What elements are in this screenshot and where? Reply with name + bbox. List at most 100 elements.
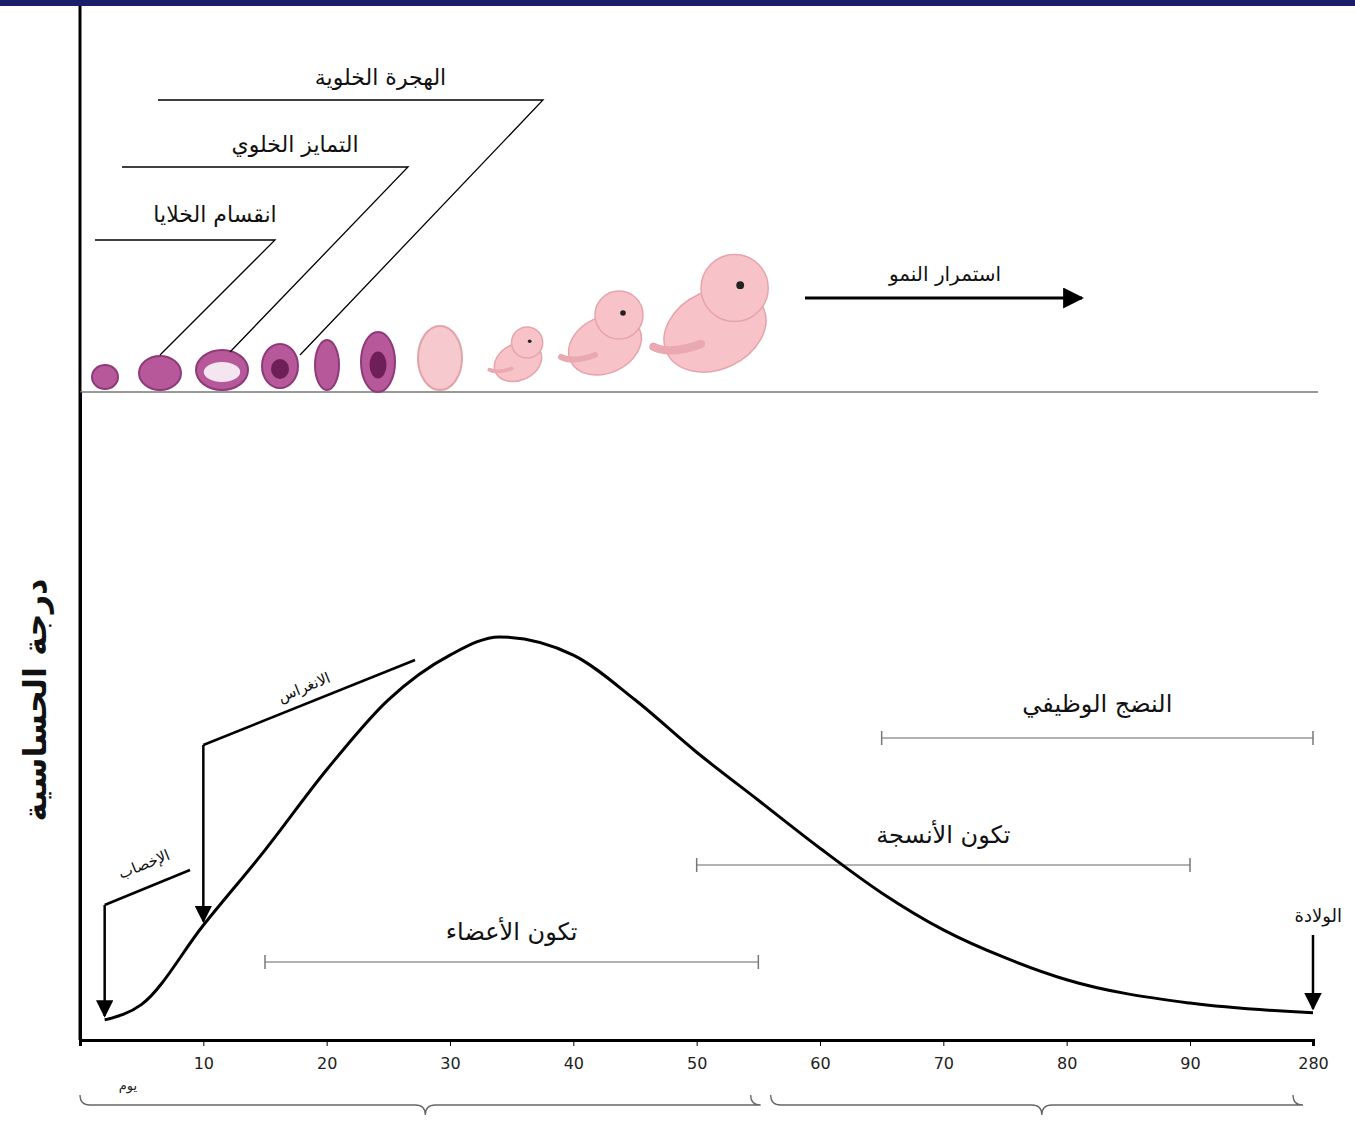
embryo-eye (620, 310, 626, 316)
period: النضج الوظيفي (882, 690, 1313, 745)
early-embryo (361, 332, 395, 392)
annotation-arrow (202, 745, 205, 921)
sensitivity-curve (105, 637, 1313, 1020)
embryo-illustrations (92, 254, 780, 392)
annotation-leader (203, 660, 415, 745)
annotation-leader (105, 870, 190, 905)
x-tick: 20 (317, 1040, 337, 1073)
embryo-head (595, 291, 643, 339)
x-tick-label: 280 (1298, 1054, 1329, 1073)
x-tick: 10 (194, 1040, 214, 1073)
embryo-limb (653, 344, 701, 350)
growth-label: استمرار النمو (888, 262, 1001, 286)
annotation-label: الإخصاب (116, 846, 173, 883)
embryo-eye (736, 281, 744, 289)
period-bar (265, 961, 758, 962)
early-embryo-cavity (204, 362, 240, 382)
top-band (0, 0, 1355, 6)
x-tick-mark (573, 1040, 574, 1046)
period: تكون الأنسجة (697, 820, 1190, 872)
x-tick-label: 60 (810, 1054, 830, 1073)
x-tick-label: 50 (687, 1054, 707, 1073)
annotation-arrow (103, 905, 106, 1016)
x-tick-label: 90 (1180, 1054, 1200, 1073)
y-axis (80, 393, 81, 1041)
early-embryo (262, 344, 298, 388)
plot-area (105, 637, 1313, 1020)
stage-leader (95, 240, 275, 355)
embryo-eye (528, 339, 532, 343)
chart-svg: 10 20 30 40 50 60 70 80 90 280 درجة الحساسية يوم تكو… (0, 0, 1355, 1124)
embryo-limb (561, 355, 595, 360)
x-tick-mark (450, 1040, 451, 1046)
x-axis: 10 20 30 40 50 60 70 80 90 280 (81, 1040, 1329, 1073)
x-tick-mark (697, 1040, 698, 1046)
period-label: تكون الأنسجة (876, 820, 1010, 849)
x-tick: 50 (687, 1040, 707, 1073)
embryo (650, 254, 780, 388)
x-tick: 280 (1298, 1040, 1329, 1073)
period-end-cap (1189, 858, 1191, 872)
growth-arrow (805, 297, 1082, 300)
annotation-label: الولادة (1295, 905, 1343, 927)
period-brace (80, 1095, 761, 1115)
period-start-cap (696, 858, 698, 872)
x-tick-mark (1067, 1040, 1068, 1046)
stage: التمايز الخلوي (122, 132, 408, 352)
annotation: الإخصاب (105, 846, 190, 1016)
x-tick: 30 (440, 1040, 460, 1073)
period-start-cap (264, 955, 266, 969)
stage-label: الهجرة الخلوية (315, 65, 446, 90)
plot-top-frame (80, 391, 1318, 393)
early-embryo-core (271, 359, 289, 379)
early-embryo (139, 356, 181, 390)
x-tick-label: 30 (440, 1054, 460, 1073)
early-embryo-core (370, 352, 387, 379)
x-tick-mark (203, 1040, 204, 1046)
early-embryo (315, 340, 339, 390)
x-tick: 40 (564, 1040, 584, 1073)
period-end-cap (758, 955, 760, 969)
x-axis-title: يوم (119, 1078, 138, 1094)
period-start-cap (881, 731, 883, 745)
stage: الهجرة الخلوية (158, 65, 543, 355)
annotation: الولادة (1295, 905, 1343, 1009)
x-tick: 90 (1180, 1040, 1200, 1073)
embryo-limb (489, 369, 511, 372)
x-tick: 60 (810, 1040, 830, 1073)
annotation: الانغراس (203, 660, 415, 921)
y-axis-domain (79, 393, 82, 1041)
x-tick: 80 (1057, 1040, 1077, 1073)
y-axis-extension (79, 6, 82, 1040)
period-label: تكون الأعضاء (446, 917, 578, 946)
embryo-head (701, 254, 768, 321)
period-label: النضج الوظيفي (1022, 690, 1172, 718)
embryo (488, 327, 548, 389)
period-bar (882, 737, 1313, 738)
early-embryo (418, 326, 462, 390)
annotation-arrow (1312, 935, 1315, 1009)
stage-label: انقسام الخلايا (153, 202, 276, 227)
x-tick-mark (1313, 1040, 1314, 1046)
period-brace (771, 1095, 1303, 1115)
x-tick-label: 10 (194, 1054, 214, 1073)
x-tick-mark (943, 1040, 944, 1046)
stage-label: التمايز الخلوي (231, 132, 358, 157)
x-tick-label: 40 (564, 1054, 584, 1073)
x-tick-mark (820, 1040, 821, 1046)
embryo-head (511, 327, 542, 358)
annotation-label: الانغراس (275, 669, 333, 706)
x-tick-mark (1190, 1040, 1191, 1046)
x-tick: 70 (934, 1040, 954, 1073)
x-tick-label: 20 (317, 1054, 337, 1073)
stage-leader (122, 167, 408, 352)
period-bar (697, 864, 1190, 865)
x-tick-label: 70 (934, 1054, 954, 1073)
x-tick-mark (327, 1040, 328, 1046)
embryo (559, 291, 652, 386)
x-axis-domain (81, 1041, 1314, 1047)
early-embryo (92, 365, 118, 389)
stage-leader (158, 100, 543, 355)
period: تكون الأعضاء (265, 917, 758, 969)
y-axis-title: درجة الحساسية (16, 578, 54, 821)
